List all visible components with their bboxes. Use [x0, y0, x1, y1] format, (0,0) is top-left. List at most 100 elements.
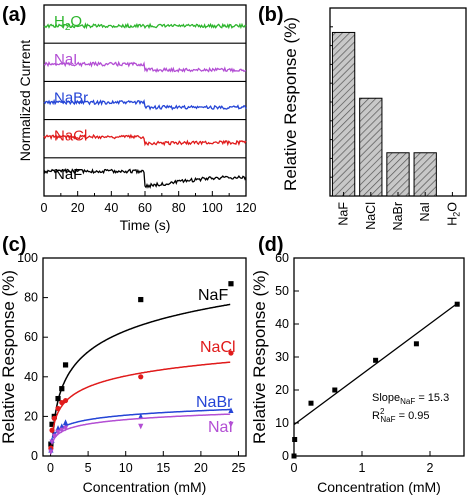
panel-c-point-1	[51, 415, 57, 421]
panel-c-ytick-label: 0	[31, 449, 38, 463]
panel-b-bar-3	[413, 152, 437, 197]
panel-b-category-0: NaF	[337, 202, 351, 226]
panel-b-category-3: NaI	[418, 202, 432, 221]
panel-b-bar-1	[359, 97, 383, 197]
panel-a-trace-1	[43, 60, 247, 74]
panel-d-xtick-label: 0	[291, 461, 298, 475]
panel-d-xtick-label: 1	[359, 461, 366, 475]
panel-c-point-3	[49, 439, 55, 446]
panel-d-point	[332, 387, 338, 393]
panel-c-fit-3	[52, 413, 231, 443]
panel-d-ytick-label: 60	[275, 251, 289, 265]
panel-c-point-3	[138, 423, 144, 430]
panel-b-label: (b)	[258, 4, 284, 26]
panel-b-category-label: NaBr	[391, 202, 405, 230]
panel-c-point-0	[62, 362, 69, 368]
panel-c-frame	[42, 257, 247, 457]
panel-c-xtick-label: 25	[232, 461, 246, 475]
panel-d-xtick-label: 2	[427, 461, 434, 475]
panel-c-xtick-label: 15	[156, 461, 170, 475]
panel-a-xtick-label: 60	[138, 201, 152, 215]
panel-c-label: (c)	[2, 234, 26, 256]
panel-b-category-label: NaI	[418, 202, 432, 221]
panel-c-point-3	[59, 427, 65, 434]
panel-c-fit-0	[52, 303, 231, 438]
panel-c-point-3	[55, 429, 61, 436]
panel-c-point-0	[228, 281, 234, 287]
panel-a-xtick-label: 120	[236, 201, 257, 215]
panel-a-series-label-4: NaF	[54, 166, 82, 183]
panel-b-category-1: NaCl	[364, 202, 378, 230]
panel-c-xtick-label: 10	[119, 461, 133, 475]
panel-c-ytick-label: 60	[24, 330, 38, 344]
panel-c-point-3	[51, 433, 57, 440]
panel-d-r2-annotation: R2 NaF = 0.95	[372, 407, 429, 424]
panel-a-trace-2	[43, 98, 247, 111]
panel-b-category-label: NaF	[337, 202, 351, 226]
panel-c-point-0	[49, 421, 55, 427]
panel-c-point-3	[48, 449, 54, 456]
panel-d-ylabel: Relative Response (%)	[250, 270, 269, 444]
panel-c-point-0	[59, 386, 65, 392]
panel-c-ytick-label: 80	[24, 291, 38, 305]
panel-c-point-1	[228, 350, 234, 356]
panel-a-xlabel: Time (s)	[120, 217, 171, 233]
panel-a-xtick-label: 0	[41, 201, 48, 215]
panel-c-point-2	[62, 419, 69, 425]
panel-c-point-1	[138, 374, 144, 380]
panel-a-trace-4	[43, 168, 247, 189]
panel-a-xtick-label: 40	[104, 201, 118, 215]
panel-a-ylabel: Normalized Current	[17, 40, 33, 161]
panel-a-series-label-1: NaI	[54, 51, 77, 68]
panel-d-ytick-label: 50	[275, 284, 289, 298]
panel-b-category-4: H2O	[445, 202, 461, 226]
panel-c-point-2	[55, 425, 61, 431]
panel-c-point-0	[55, 395, 61, 402]
panel-c-xtick-label: 5	[85, 461, 92, 475]
panel-d-fit-line	[293, 302, 458, 426]
panel-c-point-1	[49, 427, 55, 433]
panel-d-ytick-label: 10	[275, 416, 289, 430]
panel-c-point-2	[138, 413, 144, 419]
panel-d-ytick-label: 0	[282, 449, 289, 463]
panel-c-ytick-label: 40	[24, 370, 38, 384]
panel-c-point-2	[228, 407, 234, 414]
panel-c-series-label-2: NaBr	[196, 394, 233, 411]
panel-d-point	[308, 400, 314, 406]
panel-b-category-label: H2O	[445, 202, 461, 226]
panel-a-xtick-label: 20	[71, 201, 85, 215]
panel-d-xlabel: Concentration (mM)	[317, 479, 441, 495]
panel-b-ylabel: Relative Response (%)	[281, 17, 300, 191]
panel-a-series-label-3: NaCl	[54, 128, 87, 145]
panel-a-series-label-0: H2O	[54, 13, 82, 33]
panel-c-ylabel: Relative Response (%)	[0, 270, 18, 444]
panel-c-point-1	[62, 397, 69, 404]
panel-c-point-0	[48, 441, 54, 447]
panel-c-point-3	[228, 421, 234, 428]
panel-c-ytick-label: 20	[24, 409, 38, 423]
panel-d-ytick-label: 20	[275, 383, 289, 397]
panel-b-bar-0	[331, 31, 356, 197]
panel-d-ytick-label: 30	[275, 350, 289, 364]
panel-c-ytick-label: 100	[17, 251, 38, 265]
panel-d-point	[413, 341, 419, 347]
panel-a-series-label-2: NaBr	[54, 89, 88, 106]
panel-c-series-label-1: NaCl	[200, 339, 236, 356]
panel-a-trace-0	[43, 22, 247, 30]
panel-a-xtick-label: 100	[202, 201, 223, 215]
panel-c-point-1	[55, 405, 61, 412]
panel-a-label: (a)	[2, 4, 26, 26]
panel-a-xtick-label: 80	[172, 201, 186, 215]
panel-c-xtick-label: 0	[47, 461, 54, 475]
panel-c-fit-2	[52, 408, 231, 439]
panel-c-point-0	[138, 296, 144, 303]
panel-d-point	[454, 301, 460, 307]
panel-c-xlabel: Concentration (mM)	[83, 479, 207, 495]
panel-b-bar-2	[386, 152, 410, 197]
panel-c-point-2	[59, 423, 65, 429]
panel-c-fit-1	[52, 361, 231, 432]
panel-a-trace-3	[43, 133, 247, 147]
panel-c-xtick-label: 20	[194, 461, 208, 475]
panel-d-label: (d)	[258, 234, 284, 256]
